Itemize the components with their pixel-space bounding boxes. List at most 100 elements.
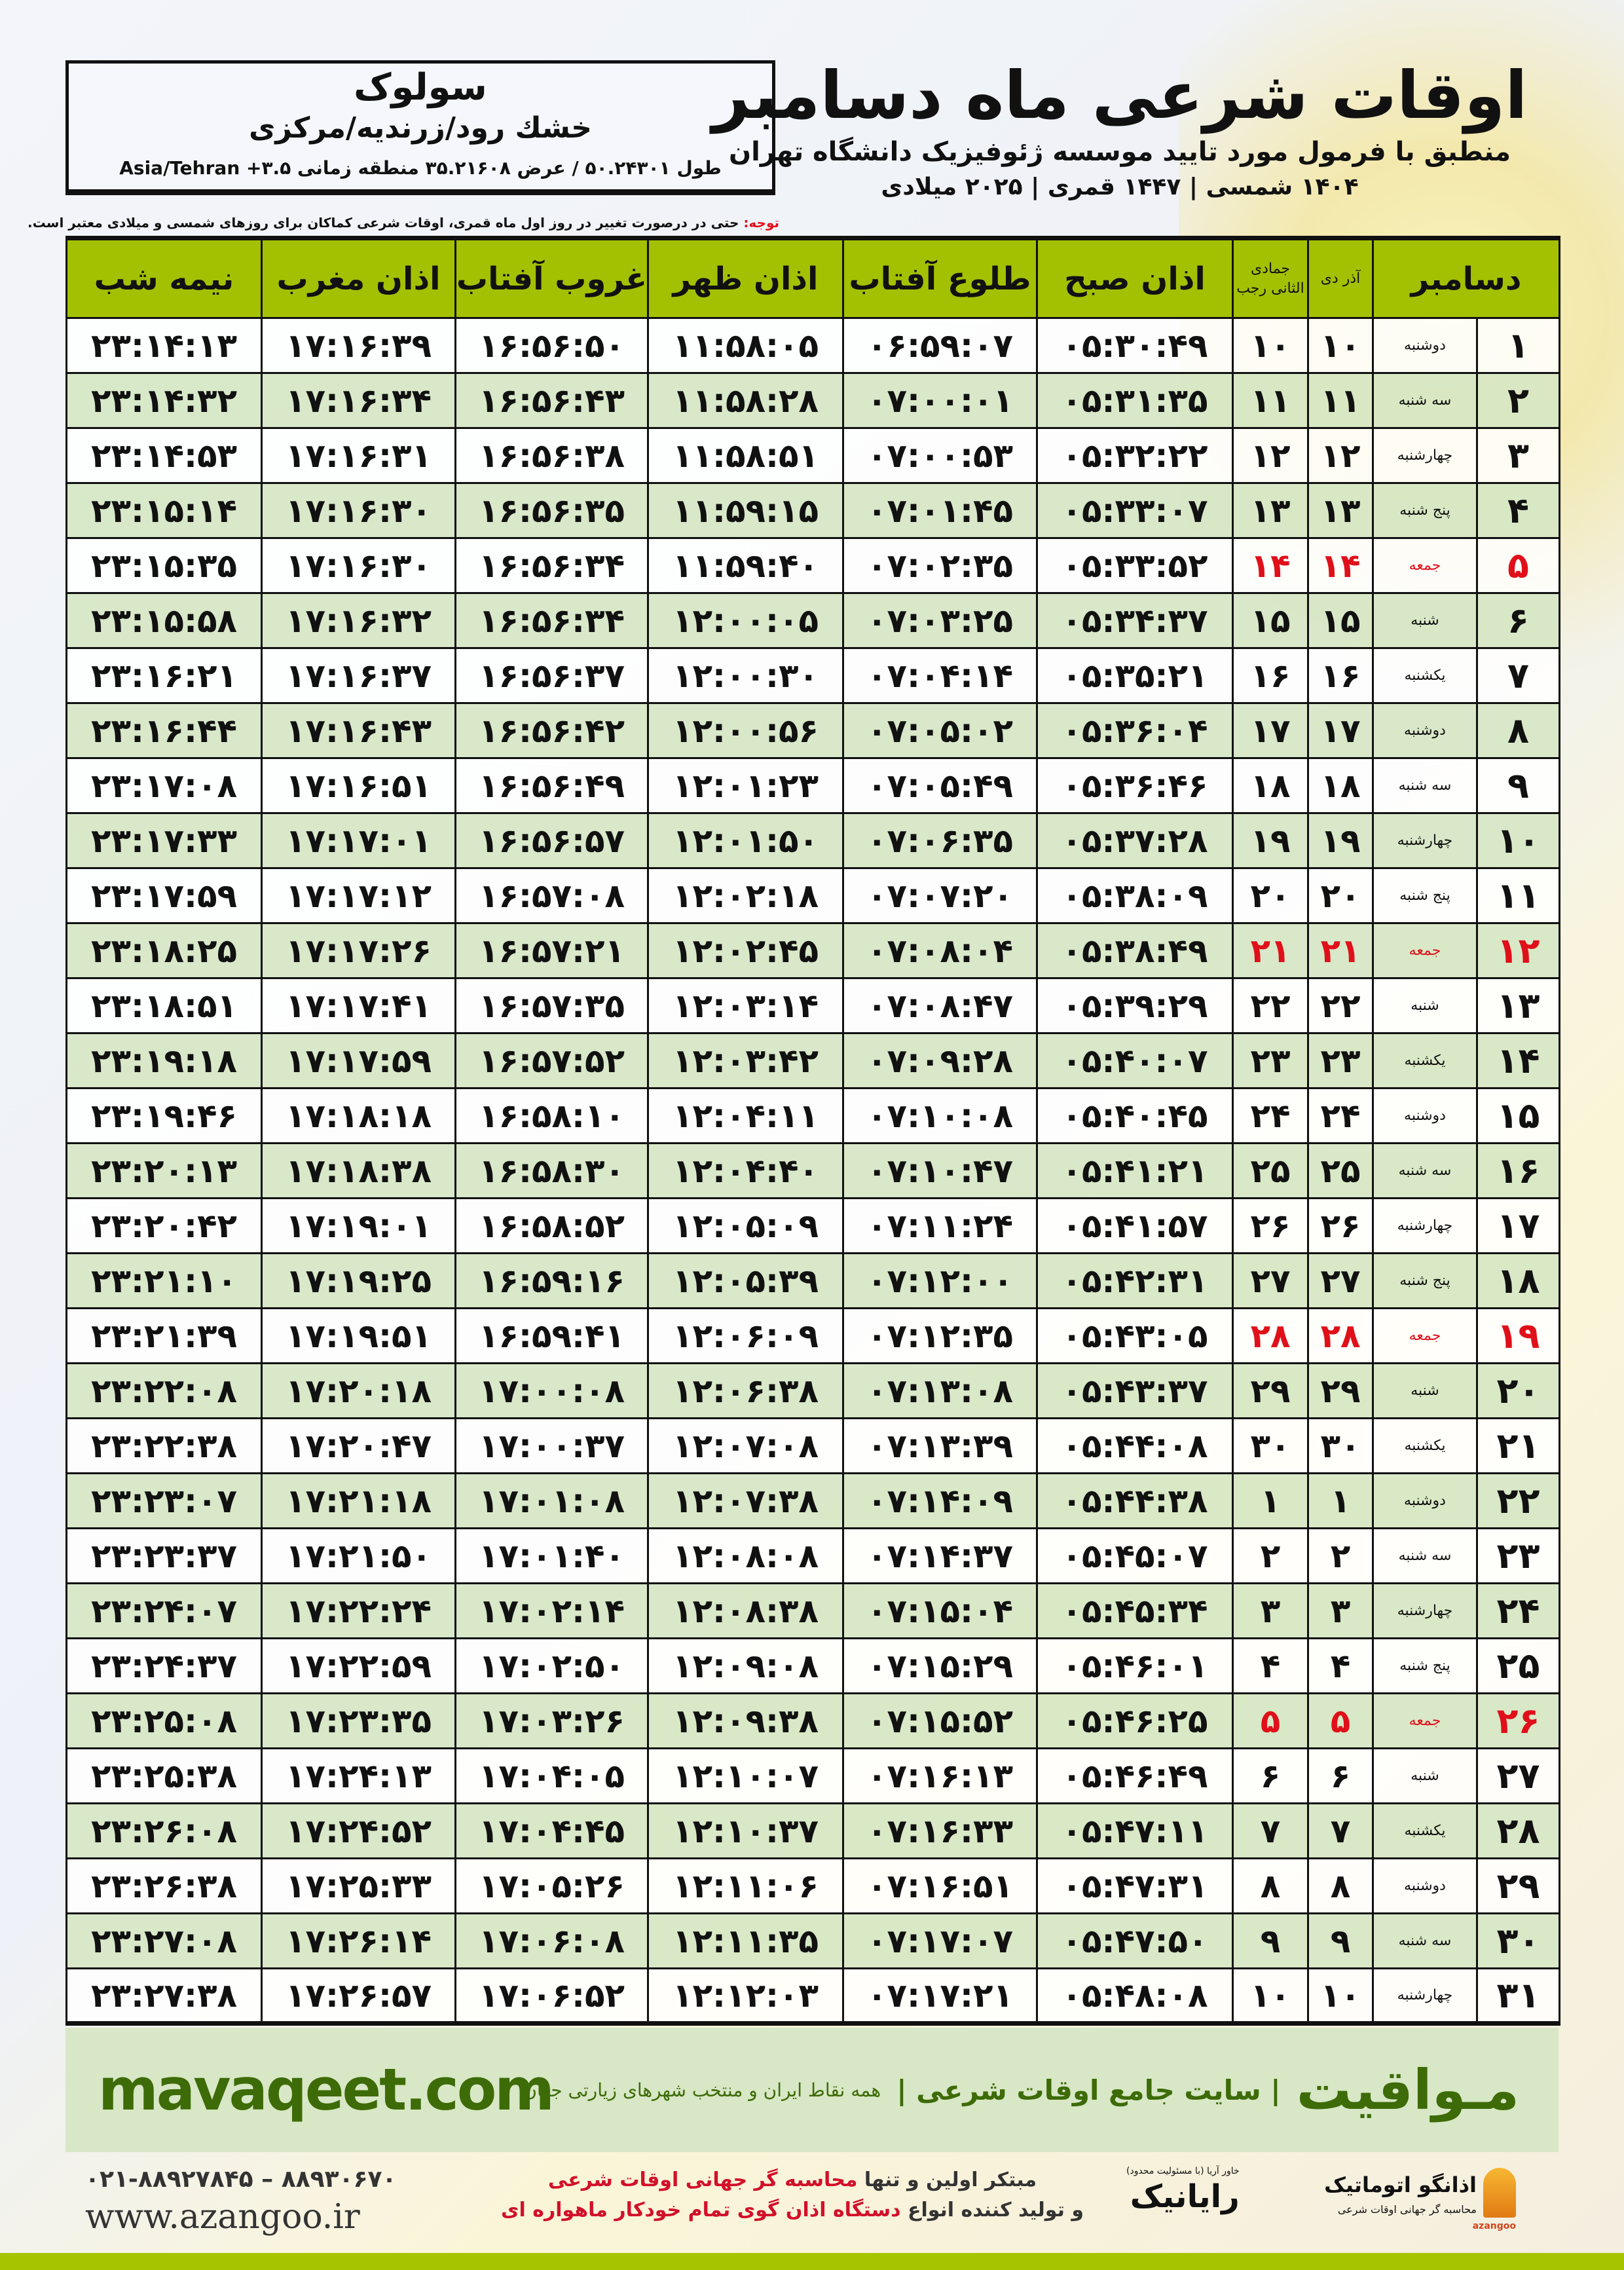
note-label: توجه: — [743, 215, 779, 231]
cell-sunset: ۱۷:۰۵:۲۶ — [454, 1857, 649, 1914]
cell-weekday: دوشنبه — [1372, 1857, 1478, 1914]
table-row: ۱۱ پنج شنبه ۲۰ ۲۰ ۰۵:۳۸:۰۹ ۰۷:۰۷:۲۰ ۱۲:۰۲:۱۸ ۱۶… — [65, 867, 1560, 924]
note-text: حتی در درصورت تغییر در روز اول ماه قمری،… — [28, 215, 744, 231]
cell-weekday: جمعه — [1372, 1307, 1478, 1364]
cell-qamari-date: ۱۵ — [1232, 592, 1309, 649]
cell-sunrise: ۰۷:۱۷:۲۱ — [842, 1967, 1038, 2026]
cell-day: ۸ — [1476, 702, 1560, 759]
cell-day: ۲۱ — [1476, 1417, 1560, 1474]
cell-shamsi-date: ۶ — [1307, 1747, 1374, 1804]
cell-maghrib: ۱۷:۱۶:۳۲ — [261, 592, 456, 649]
cell-shamsi-date: ۱۵ — [1307, 592, 1374, 649]
cell-shamsi-date: ۱۹ — [1307, 812, 1374, 869]
cell-shamsi-date: ۳ — [1307, 1582, 1374, 1639]
cell-qamari-date: ۸ — [1232, 1857, 1309, 1914]
cell-midnight: ۲۳:۱۸:۵۱ — [65, 977, 263, 1034]
table-row: ۲۹ دوشنبه ۸ ۸ ۰۵:۴۷:۳۱ ۰۷:۱۶:۵۱ ۱۲:۱۱:۰۶ ۱۷:۰۵:… — [65, 1857, 1560, 1914]
cell-shamsi-date: ۱۰ — [1307, 317, 1374, 374]
cell-fajr: ۰۵:۴۸:۰۸ — [1036, 1967, 1234, 2026]
table-row: ۵ جمعه ۱۴ ۱۴ ۰۵:۳۳:۵۲ ۰۷:۰۲:۳۵ ۱۱:۵۹:۴۰ ۱۶:۵۶:۳… — [65, 537, 1560, 594]
cell-shamsi-date: ۲۴ — [1307, 1087, 1374, 1144]
cell-midnight: ۲۳:۲۶:۳۸ — [65, 1857, 263, 1914]
cell-weekday: جمعه — [1372, 1692, 1478, 1749]
cell-sunset: ۱۶:۵۸:۳۰ — [454, 1142, 649, 1199]
table-row: ۳۱ چهارشنبه ۱۰ ۱۰ ۰۵:۴۸:۰۸ ۰۷:۱۷:۲۱ ۱۲:۱۲:۰۳ ۱۷… — [65, 1967, 1560, 2026]
location-box: سولوک خشك رود/زرنديه/مركزی طول ۵۰.۲۴۳۰۱ … — [65, 60, 775, 195]
cell-sunset: ۱۶:۵۷:۰۸ — [454, 867, 649, 924]
cell-shamsi-date: ۱۶ — [1307, 647, 1374, 704]
table-row: ۲۲ دوشنبه ۱ ۱ ۰۵:۴۴:۳۸ ۰۷:۱۴:۰۹ ۱۲:۰۷:۳۸ ۱۷:۰۱:… — [65, 1472, 1560, 1529]
col-qamari: جمادی الثانی رجب — [1232, 236, 1309, 319]
cell-midnight: ۲۳:۲۴:۳۷ — [65, 1637, 263, 1694]
col-shamsi: آذر دی — [1307, 236, 1374, 319]
cell-maghrib: ۱۷:۱۸:۱۸ — [261, 1087, 456, 1144]
table-row: ۷ یکشنبه ۱۶ ۱۶ ۰۵:۳۵:۲۱ ۰۷:۰۴:۱۴ ۱۲:۰۰:۳۰ ۱۶:۵۶… — [65, 647, 1560, 704]
site-url[interactable]: mavaqeet.com — [98, 2056, 555, 2123]
cell-day: ۱۲ — [1476, 922, 1560, 979]
banner-brand-row: مـواقیت | سایت جامع اوقات شرعی | همه نقا… — [523, 2054, 1519, 2126]
col-midnight: نیمه شب — [65, 236, 263, 319]
cell-shamsi-date: ۱۳ — [1307, 482, 1374, 539]
cell-fajr: ۰۵:۳۸:۴۹ — [1036, 922, 1234, 979]
promo-text: مبتکر اولین و تنها محاسبه گر جهانی اوقات… — [498, 2165, 1087, 2225]
cell-sunrise: ۰۷:۰۳:۲۵ — [842, 592, 1038, 649]
cell-fajr: ۰۵:۴۶:۲۵ — [1036, 1692, 1234, 1749]
cell-maghrib: ۱۷:۱۶:۳۹ — [261, 317, 456, 374]
cell-day: ۱۶ — [1476, 1142, 1560, 1199]
cell-dhuhr: ۱۲:۰۱:۲۳ — [647, 757, 844, 814]
cell-weekday: یکشنبه — [1372, 1032, 1478, 1089]
cell-maghrib: ۱۷:۲۴:۱۳ — [261, 1747, 456, 1804]
cell-sunset: ۱۷:۰۲:۵۰ — [454, 1637, 649, 1694]
cell-day: ۹ — [1476, 757, 1560, 814]
cell-day: ۱ — [1476, 317, 1560, 374]
cell-midnight: ۲۳:۱۴:۳۲ — [65, 372, 263, 429]
cell-qamari-date: ۴ — [1232, 1637, 1309, 1694]
cell-day: ۲۲ — [1476, 1472, 1560, 1529]
cell-sunrise: ۰۶:۵۹:۰۷ — [842, 317, 1038, 374]
cell-maghrib: ۱۷:۱۹:۲۵ — [261, 1252, 456, 1309]
cell-day: ۲ — [1476, 372, 1560, 429]
cell-weekday: پنج شنبه — [1372, 482, 1478, 539]
cell-weekday: پنج شنبه — [1372, 1637, 1478, 1694]
cell-fajr: ۰۵:۴۵:۳۴ — [1036, 1582, 1234, 1639]
cell-fajr: ۰۵:۳۷:۲۸ — [1036, 812, 1234, 869]
cell-maghrib: ۱۷:۱۶:۴۳ — [261, 702, 456, 759]
azangoo-url[interactable]: www.azangoo.ir — [85, 2197, 360, 2237]
cell-qamari-date: ۲۵ — [1232, 1142, 1309, 1199]
cell-midnight: ۲۳:۱۷:۰۸ — [65, 757, 263, 814]
cell-midnight: ۲۳:۱۶:۲۱ — [65, 647, 263, 704]
cell-sunset: ۱۶:۵۶:۳۷ — [454, 647, 649, 704]
cell-qamari-date: ۲۰ — [1232, 867, 1309, 924]
cell-qamari-date: ۲ — [1232, 1527, 1309, 1584]
cell-sunrise: ۰۷:۱۳:۳۹ — [842, 1417, 1038, 1474]
cell-sunrise: ۰۷:۰۸:۴۷ — [842, 977, 1038, 1034]
cell-shamsi-date: ۱۲ — [1307, 427, 1374, 484]
cell-dhuhr: ۱۲:۰۲:۱۸ — [647, 867, 844, 924]
cell-sunrise: ۰۷:۰۸:۰۴ — [842, 922, 1038, 979]
cell-weekday: چهارشنبه — [1372, 427, 1478, 484]
cell-shamsi-date: ۵ — [1307, 1692, 1374, 1749]
cell-midnight: ۲۳:۲۰:۱۳ — [65, 1142, 263, 1199]
note: توجه: حتی در درصورت تغییر در روز اول ماه… — [28, 214, 779, 232]
cell-midnight: ۲۳:۱۴:۱۳ — [65, 317, 263, 374]
bottom-bar — [0, 2253, 1624, 2270]
cell-shamsi-date: ۲۷ — [1307, 1252, 1374, 1309]
cell-midnight: ۲۳:۱۵:۱۴ — [65, 482, 263, 539]
cell-sunrise: ۰۷:۱۰:۴۷ — [842, 1142, 1038, 1199]
cell-fajr: ۰۵:۴۶:۴۹ — [1036, 1747, 1234, 1804]
cell-dhuhr: ۱۲:۰۱:۵۰ — [647, 812, 844, 869]
cell-day: ۱۹ — [1476, 1307, 1560, 1364]
cell-fajr: ۰۵:۳۰:۴۹ — [1036, 317, 1234, 374]
cell-sunrise: ۰۷:۱۳:۰۸ — [842, 1362, 1038, 1419]
cell-day: ۲۹ — [1476, 1857, 1560, 1914]
cell-dhuhr: ۱۲:۰۶:۰۹ — [647, 1307, 844, 1364]
col-maghrib: اذان مغرب — [261, 236, 456, 319]
cell-shamsi-date: ۴ — [1307, 1637, 1374, 1694]
cell-sunrise: ۰۷:۰۶:۳۵ — [842, 812, 1038, 869]
cell-shamsi-date: ۱۸ — [1307, 757, 1374, 814]
cell-shamsi-date: ۱۴ — [1307, 537, 1374, 594]
table-row: ۶ شنبه ۱۵ ۱۵ ۰۵:۳۴:۳۷ ۰۷:۰۳:۲۵ ۱۲:۰۰:۰۵ ۱۶:۵۶:۳… — [65, 592, 1560, 649]
cell-dhuhr: ۱۱:۵۸:۰۵ — [647, 317, 844, 374]
table-row: ۱۳ شنبه ۲۲ ۲۲ ۰۵:۳۹:۲۹ ۰۷:۰۸:۴۷ ۱۲:۰۳:۱۴ ۱۶:۵۷:… — [65, 977, 1560, 1034]
cell-shamsi-date: ۲۳ — [1307, 1032, 1374, 1089]
